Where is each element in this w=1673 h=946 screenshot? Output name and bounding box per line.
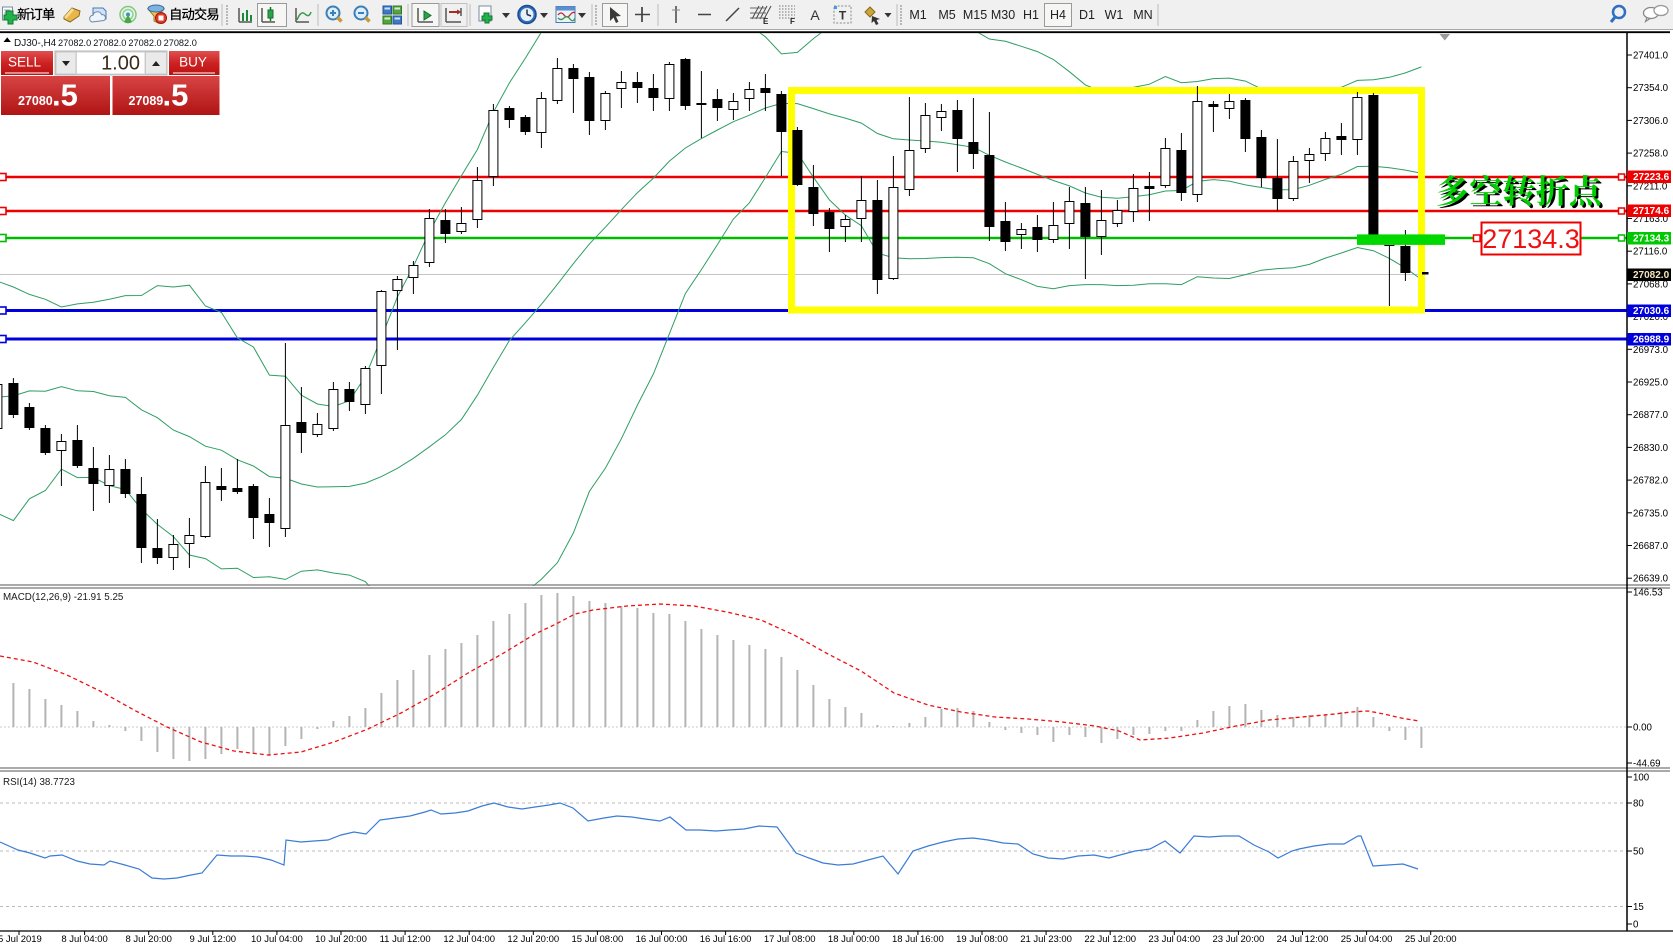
svg-text:18 Jul 16:00: 18 Jul 16:00 xyxy=(892,934,944,945)
svg-text:11 Jul 12:00: 11 Jul 12:00 xyxy=(380,934,431,945)
svg-text:27068.0: 27068.0 xyxy=(1633,279,1669,290)
svg-text:27174.6: 27174.6 xyxy=(1633,206,1670,217)
svg-text:27211.0: 27211.0 xyxy=(1633,181,1668,192)
svg-text:50: 50 xyxy=(1633,847,1644,858)
svg-text:27116.0: 27116.0 xyxy=(1633,247,1668,258)
svg-text:5 Jul 2019: 5 Jul 2019 xyxy=(0,934,42,945)
svg-text:27082.0: 27082.0 xyxy=(93,38,126,48)
svg-text:19 Jul 08:00: 19 Jul 08:00 xyxy=(956,934,1008,945)
svg-text:16 Jul 16:00: 16 Jul 16:00 xyxy=(700,934,752,945)
svg-text:17 Jul 08:00: 17 Jul 08:00 xyxy=(764,934,816,945)
svg-text:26735.0: 26735.0 xyxy=(1633,508,1669,519)
svg-text:27080: 27080 xyxy=(18,94,53,108)
svg-text:0.00: 0.00 xyxy=(1633,723,1652,734)
svg-text:27306.0: 27306.0 xyxy=(1633,116,1669,127)
svg-text:26639.0: 26639.0 xyxy=(1633,574,1669,585)
svg-text:E: E xyxy=(763,17,769,26)
svg-text:80: 80 xyxy=(1633,799,1644,810)
svg-text:.5: .5 xyxy=(163,78,189,113)
svg-text:.5: .5 xyxy=(52,78,78,113)
svg-text:100: 100 xyxy=(1633,773,1650,784)
svg-text:10 Jul 20:00: 10 Jul 20:00 xyxy=(315,934,367,945)
svg-text:27223.6: 27223.6 xyxy=(1633,172,1670,183)
svg-text:27020.0: 27020.0 xyxy=(1633,312,1669,323)
svg-text:F: F xyxy=(790,17,795,26)
svg-text:27354.0: 27354.0 xyxy=(1633,83,1669,94)
svg-text:27082.0: 27082.0 xyxy=(164,38,197,48)
svg-text:MN: MN xyxy=(1133,8,1152,22)
svg-text:26988.9: 26988.9 xyxy=(1633,335,1670,346)
svg-text:8 Jul 20:00: 8 Jul 20:00 xyxy=(125,934,171,945)
svg-text:27089: 27089 xyxy=(129,94,164,108)
svg-text:25 Jul 04:00: 25 Jul 04:00 xyxy=(1341,934,1393,945)
svg-text:W1: W1 xyxy=(1105,8,1124,22)
svg-text:9 Jul 12:00: 9 Jul 12:00 xyxy=(190,934,236,945)
svg-text:146.53: 146.53 xyxy=(1633,588,1663,599)
svg-text:RSI(14) 38.7723: RSI(14) 38.7723 xyxy=(3,777,75,788)
svg-text:27082.0: 27082.0 xyxy=(128,38,161,48)
svg-text:18 Jul 00:00: 18 Jul 00:00 xyxy=(828,934,880,945)
svg-text:M30: M30 xyxy=(991,8,1015,22)
svg-text:21 Jul 23:00: 21 Jul 23:00 xyxy=(1020,934,1072,945)
svg-text:DJ30-,H4: DJ30-,H4 xyxy=(14,38,57,49)
svg-text:12 Jul 04:00: 12 Jul 04:00 xyxy=(443,934,495,945)
svg-text:26687.0: 26687.0 xyxy=(1633,541,1669,552)
svg-text:-44.69: -44.69 xyxy=(1633,759,1660,770)
svg-text:27082.0: 27082.0 xyxy=(1633,270,1670,281)
svg-text:25 Jul 20:00: 25 Jul 20:00 xyxy=(1405,934,1457,945)
svg-text:M1: M1 xyxy=(909,8,926,22)
svg-text:24 Jul 12:00: 24 Jul 12:00 xyxy=(1277,934,1329,945)
svg-text:12 Jul 20:00: 12 Jul 20:00 xyxy=(507,934,559,945)
svg-text:M5: M5 xyxy=(938,8,955,22)
svg-text:27134.3: 27134.3 xyxy=(1482,224,1580,254)
svg-text:H4: H4 xyxy=(1050,8,1066,22)
svg-text:15 Jul 08:00: 15 Jul 08:00 xyxy=(572,934,624,945)
svg-text:MACD(12,26,9) -21.91 5.25: MACD(12,26,9) -21.91 5.25 xyxy=(3,592,124,603)
svg-text:23 Jul 04:00: 23 Jul 04:00 xyxy=(1148,934,1200,945)
svg-text:H1: H1 xyxy=(1023,8,1039,22)
svg-text:10 Jul 04:00: 10 Jul 04:00 xyxy=(251,934,303,945)
svg-text:M15: M15 xyxy=(963,8,987,22)
svg-text:27134.3: 27134.3 xyxy=(1633,234,1670,245)
svg-text:15: 15 xyxy=(1633,902,1644,913)
svg-text:8 Jul 04:00: 8 Jul 04:00 xyxy=(61,934,107,945)
svg-text:16 Jul 00:00: 16 Jul 00:00 xyxy=(636,934,688,945)
svg-text:0: 0 xyxy=(1633,920,1639,931)
svg-text:1.00: 1.00 xyxy=(101,53,140,75)
svg-text:26782.0: 26782.0 xyxy=(1633,476,1669,487)
svg-text:26973.0: 26973.0 xyxy=(1633,345,1669,356)
svg-text:22 Jul 12:00: 22 Jul 12:00 xyxy=(1084,934,1136,945)
svg-text:BUY: BUY xyxy=(179,55,207,70)
svg-text:27163.0: 27163.0 xyxy=(1633,214,1669,225)
svg-text:26877.0: 26877.0 xyxy=(1633,410,1669,421)
svg-text:27258.0: 27258.0 xyxy=(1633,149,1669,160)
svg-text:23 Jul 20:00: 23 Jul 20:00 xyxy=(1213,934,1265,945)
svg-text:D1: D1 xyxy=(1079,8,1095,22)
svg-text:26830.0: 26830.0 xyxy=(1633,443,1669,454)
svg-text:A: A xyxy=(810,7,820,23)
svg-text:T: T xyxy=(839,9,847,23)
svg-text:27401.0: 27401.0 xyxy=(1633,51,1669,62)
svg-text:27082.0: 27082.0 xyxy=(58,38,91,48)
svg-text:SELL: SELL xyxy=(8,55,42,70)
svg-text:27030.6: 27030.6 xyxy=(1633,306,1670,317)
svg-text:26925.0: 26925.0 xyxy=(1633,378,1669,389)
